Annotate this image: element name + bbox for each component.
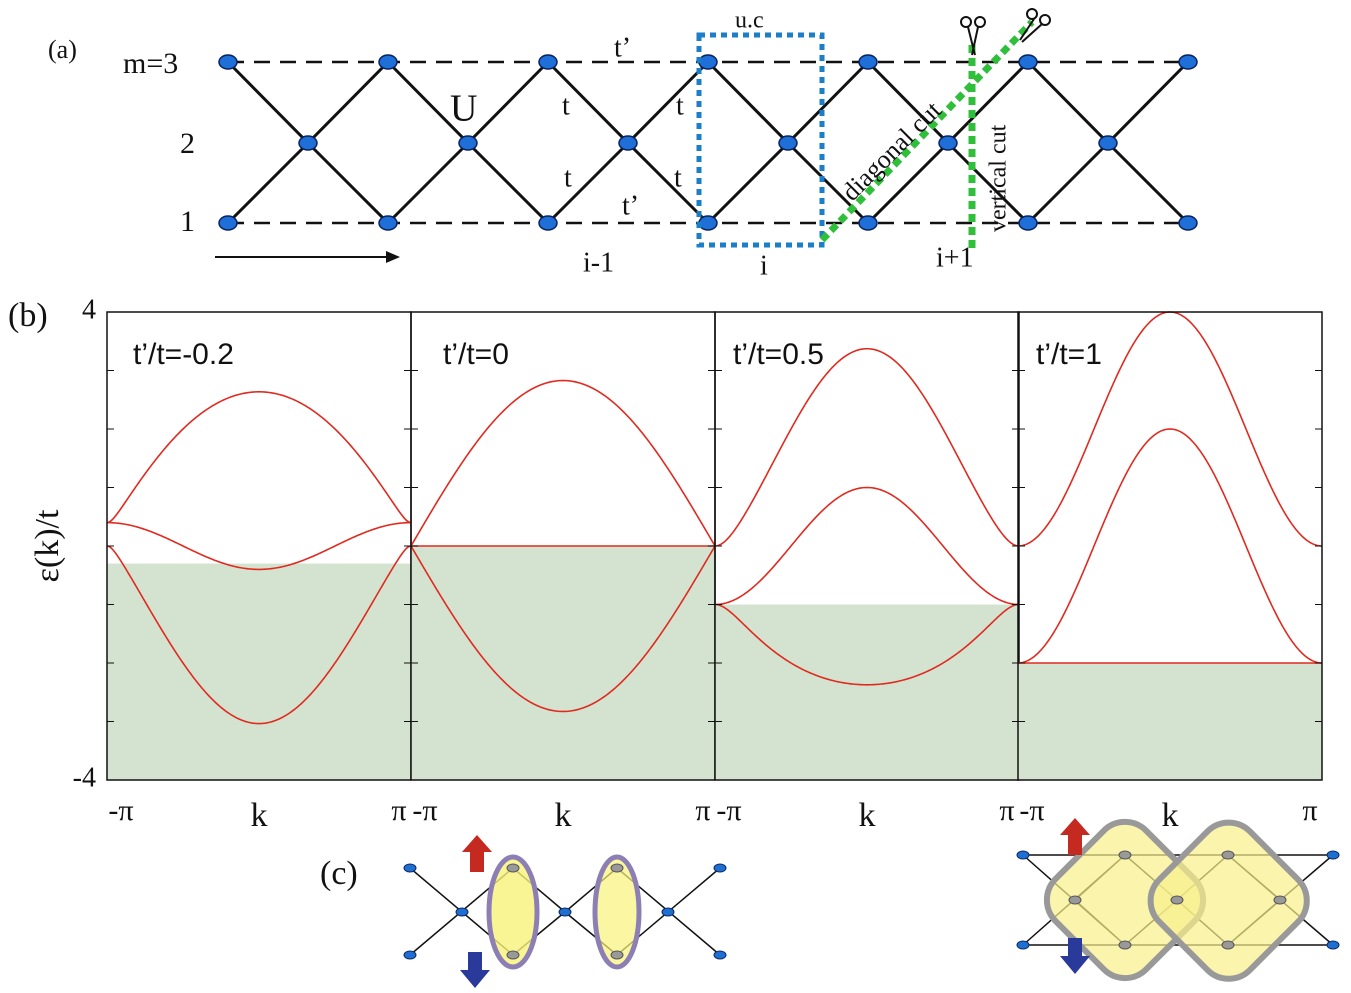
row-label: 1: [180, 205, 195, 238]
cell-label: i-1: [583, 247, 614, 278]
panel-label: (b): [8, 297, 48, 334]
bond: [228, 62, 308, 143]
cell-label: i: [760, 250, 768, 281]
bond: [388, 143, 468, 223]
bond: [788, 62, 868, 143]
y-tick-label: -4: [73, 762, 96, 793]
site: [1179, 55, 1197, 69]
site: [1019, 55, 1037, 69]
hopping-label: t’: [614, 32, 631, 63]
site: [219, 55, 237, 69]
band: [411, 381, 715, 546]
bond: [628, 62, 708, 143]
bond: [708, 62, 788, 143]
site: [939, 136, 957, 150]
bond: [228, 143, 308, 223]
band: [107, 392, 411, 523]
bond: [468, 62, 548, 143]
ladder-sketch: [1017, 809, 1339, 991]
interaction-label: U: [450, 88, 477, 130]
x-axis-label: k: [1162, 797, 1179, 834]
bond: [1028, 62, 1108, 143]
bond: [708, 143, 788, 223]
x-axis-label: k: [555, 797, 572, 834]
row-label: m=3: [123, 47, 178, 80]
hopping-label: t: [564, 162, 572, 193]
bond: [1108, 62, 1188, 143]
bond: [1028, 143, 1108, 223]
site: [1099, 136, 1117, 150]
site: [699, 216, 717, 230]
hopping-label: t: [674, 162, 682, 193]
panel-title: t’/t=0.5: [733, 338, 824, 371]
x-tick-label: -π: [1019, 794, 1044, 827]
site: [539, 216, 557, 230]
x-tick-label: π: [1302, 794, 1317, 827]
cut-label: vertical cut: [986, 124, 1012, 232]
filled-states: [1018, 663, 1322, 780]
site: [1019, 216, 1037, 230]
site: [859, 55, 877, 69]
cut-label: diagonal cut: [836, 95, 947, 206]
site: [619, 136, 637, 150]
panel-label: (a): [48, 35, 77, 64]
panel-title: t’/t=1: [1036, 338, 1102, 371]
bond: [548, 62, 628, 143]
bond: [1108, 143, 1188, 223]
arrow-head: [386, 251, 400, 263]
x-tick-label: -π: [716, 794, 741, 827]
bond: [548, 143, 628, 223]
bond: [308, 62, 388, 143]
y-axis-label: ε(k)/t: [29, 509, 66, 582]
x-tick-label: -π: [108, 794, 133, 827]
site: [379, 55, 397, 69]
bond: [628, 143, 708, 223]
filled-states: [107, 564, 411, 780]
x-tick-label: π: [999, 794, 1014, 827]
lattice: [219, 55, 1197, 230]
filled-states: [411, 546, 715, 780]
band: [107, 523, 411, 570]
hopping-label: t’: [622, 190, 639, 221]
bond: [308, 143, 388, 223]
site: [699, 55, 717, 69]
filled-states: [715, 605, 1019, 781]
site: [1179, 216, 1197, 230]
chain-sketch: [404, 835, 726, 988]
hopping-label: t: [562, 90, 570, 121]
panel-title: t’/t=-0.2: [133, 338, 234, 371]
cell-label: i+1: [936, 242, 974, 273]
site: [859, 216, 877, 230]
figure: (a) m=3 2 1 t’ t’ U t t t t u.c diagonal…: [0, 0, 1351, 993]
site: [539, 55, 557, 69]
panel-title: t’/t=0: [443, 338, 509, 371]
band: [715, 488, 1019, 605]
x-tick-label: π: [391, 794, 406, 827]
site: [779, 136, 797, 150]
row-label: 2: [180, 127, 195, 160]
bond: [468, 143, 548, 223]
band: [1018, 429, 1322, 663]
x-tick-label: π: [695, 794, 710, 827]
x-axis-label: k: [251, 797, 268, 834]
x-tick-label: -π: [412, 794, 437, 827]
hopping-label: t: [676, 90, 684, 121]
panel-label: (c): [320, 855, 358, 892]
x-axis-label: k: [859, 797, 876, 834]
band: [715, 349, 1019, 546]
site: [299, 136, 317, 150]
unit-cell-label: u.c: [735, 8, 764, 34]
y-tick-label: 4: [82, 294, 96, 325]
site: [219, 216, 237, 230]
site: [379, 216, 397, 230]
site: [459, 136, 477, 150]
